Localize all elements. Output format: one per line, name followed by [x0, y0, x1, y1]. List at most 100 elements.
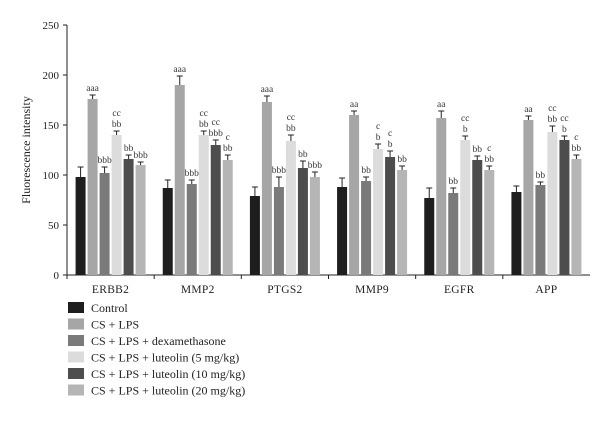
significance-label: aa: [350, 100, 359, 110]
significance-label: bbb: [185, 169, 200, 179]
significance-label: b: [562, 125, 567, 135]
legend-label: CS + LPS + dexamethasone: [91, 334, 226, 348]
bar: [436, 118, 447, 275]
bar: [261, 102, 272, 275]
significance-label: bbb: [209, 129, 224, 139]
bar: [186, 184, 197, 275]
significance-label: cc: [212, 118, 220, 128]
significance-label: bb: [449, 177, 459, 187]
significance-label: bbb: [308, 161, 323, 171]
bar: [460, 140, 471, 275]
legend-swatch: [68, 318, 84, 330]
significance-label: cc: [548, 104, 556, 114]
significance-label: b: [376, 133, 381, 143]
bar: [273, 187, 284, 275]
legend-label: Control: [91, 301, 128, 315]
x-tick-label: ERBB2: [92, 284, 129, 296]
significance-label: bb: [572, 144, 582, 154]
bar: [297, 168, 308, 275]
significance-label: bb: [485, 155, 495, 165]
chart-legend: Control CS + LPS CS + LPS + dexamethasone C…: [68, 301, 245, 398]
legend-swatch: [68, 302, 84, 313]
significance-label: bbb: [272, 166, 287, 176]
y-tick-label: 50: [48, 220, 60, 232]
bar: [337, 187, 348, 275]
bar: [198, 135, 209, 275]
significance-label: bb: [397, 155, 407, 165]
bar: [135, 165, 146, 275]
legend-swatch: [68, 335, 84, 346]
bar: [99, 173, 110, 275]
y-tick-label: 150: [43, 120, 60, 132]
x-tick-label: MMP2: [181, 284, 215, 296]
legend-label: CS + LPS: [91, 318, 139, 332]
significance-label: c: [388, 129, 392, 139]
significance-label: bb: [361, 166, 371, 176]
bar: [397, 170, 408, 275]
bar: [511, 192, 522, 275]
significance-label: bb: [548, 115, 558, 125]
significance-label: cc: [112, 109, 120, 119]
bar: [373, 149, 384, 275]
y-tick-label: 0: [54, 270, 60, 282]
legend-swatch: [68, 384, 84, 396]
bar: [472, 160, 483, 275]
significance-label: c: [487, 144, 491, 154]
significance-label: bb: [286, 124, 296, 134]
bar: [523, 120, 534, 275]
significance-label: bb: [298, 150, 308, 160]
significance-label: cc: [461, 114, 469, 124]
y-tick-label: 100: [43, 170, 60, 182]
legend-swatch: [68, 351, 84, 363]
bar: [222, 160, 233, 275]
bar: [162, 188, 173, 275]
significance-label: c: [226, 133, 230, 143]
significance-label: aaa: [261, 85, 274, 95]
x-tick-label: EGFR: [444, 284, 475, 296]
legend-swatch: [68, 368, 84, 379]
significance-label: aaa: [173, 65, 186, 75]
y-tick-label: 250: [43, 20, 60, 32]
bar: [424, 198, 435, 275]
significance-label: bb: [536, 171, 546, 181]
bar: [123, 159, 134, 275]
significance-label: aa: [437, 100, 446, 110]
significance-label: bb: [223, 144, 233, 154]
bar: [547, 132, 558, 275]
y-axis-label: Fluorescence intensity: [19, 96, 33, 204]
significance-label: bb: [112, 120, 122, 130]
bar: [448, 193, 459, 275]
bar: [174, 85, 185, 275]
significance-label: bb: [473, 145, 483, 155]
legend-label: CS + LPS + luteolin (5 mg/kg): [91, 351, 239, 365]
legend-label: CS + LPS + luteolin (20 mg/kg): [91, 384, 245, 398]
bar: [309, 177, 320, 275]
bar: [535, 185, 546, 275]
bar: [559, 140, 570, 275]
legend-label: CS + LPS + luteolin (10 mg/kg): [91, 367, 245, 381]
significance-label: cc: [287, 113, 295, 123]
significance-label: c: [376, 122, 380, 132]
y-tick-label: 200: [43, 70, 60, 82]
significance-label: bbb: [97, 156, 112, 166]
significance-label: aaa: [86, 84, 99, 94]
significance-label: cc: [560, 114, 568, 124]
x-tick-label: PTGS2: [267, 284, 302, 296]
bar: [87, 99, 98, 275]
significance-label: bb: [199, 120, 209, 130]
significance-label: cc: [200, 109, 208, 119]
bar: [75, 177, 86, 275]
significance-label: b: [463, 125, 468, 135]
bar: [385, 157, 396, 275]
x-tick-label: APP: [535, 284, 557, 296]
bar: [361, 181, 372, 275]
bar: [285, 141, 296, 275]
significance-label: aa: [524, 105, 533, 115]
bar: [111, 135, 122, 275]
bar: [349, 115, 360, 275]
x-tick-label: MMP9: [355, 284, 389, 296]
bar: [210, 145, 221, 275]
bar: [571, 159, 582, 275]
